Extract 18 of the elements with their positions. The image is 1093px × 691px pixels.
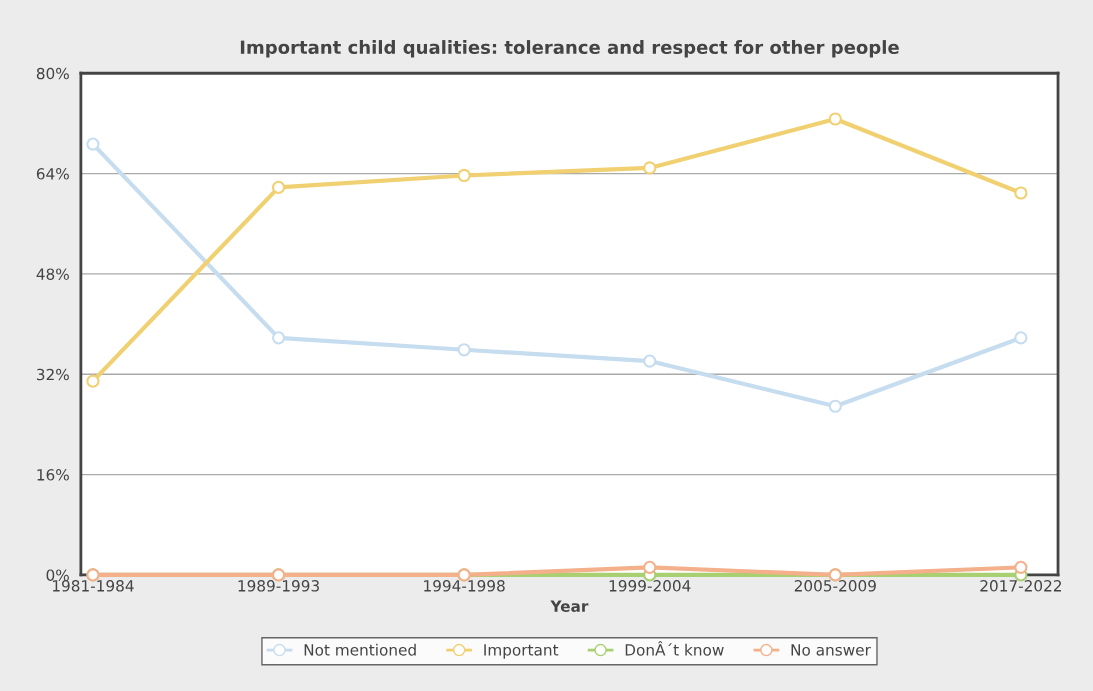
y-tick-label: 32% (36, 368, 69, 381)
x-tick-label: 1999-2004 (609, 580, 691, 592)
x-axis-title: Year (550, 600, 589, 612)
y-tick-label: 48% (36, 268, 69, 280)
chart-title: Important child qualities: tolerance and respect for other people (240, 40, 899, 58)
legend-label: Important (484, 644, 559, 659)
y-tick-label: 64% (36, 168, 69, 180)
legend-label: No answer (791, 644, 871, 656)
legend-label: DonÂ´t know (625, 641, 724, 656)
y-tick-label: 0% (46, 569, 69, 581)
x-tick-label: 2005-2009 (794, 580, 876, 592)
y-tick-label: 80% (36, 67, 69, 80)
x-tick-label: 1989-1993 (238, 580, 319, 592)
y-tick-label: 16% (37, 469, 69, 481)
x-tick-label: 1981-1984 (52, 580, 134, 592)
x-tick-label: 1994-1998 (424, 580, 505, 592)
legend-label: Not mentioned (304, 643, 416, 656)
x-tick-label: 2017-2022 (980, 580, 1062, 592)
